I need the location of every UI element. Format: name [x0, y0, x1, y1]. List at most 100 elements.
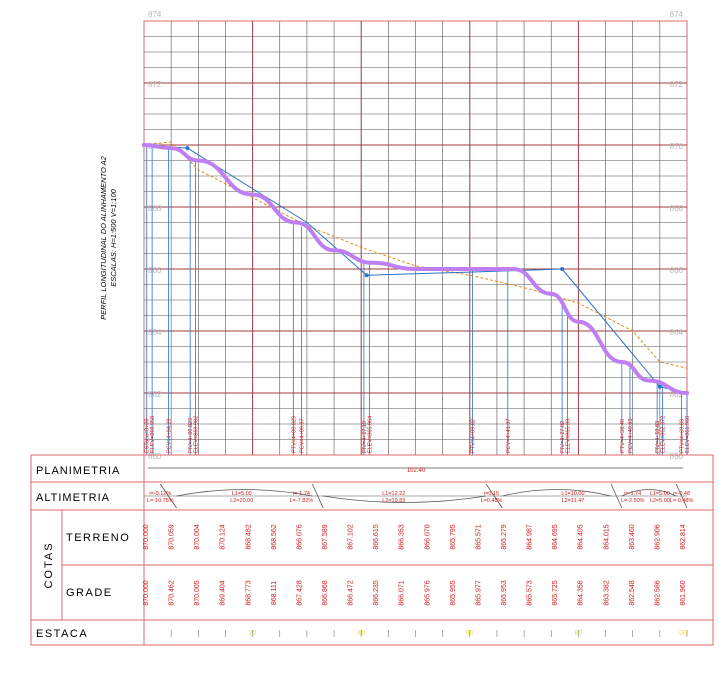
elevation-tick-label-left: 874 — [148, 10, 162, 19]
terreno-value: 868.562 — [271, 524, 278, 549]
tangent-point — [657, 384, 662, 389]
terreno-value: 864.015 — [603, 524, 610, 549]
terreno-value: 866.076 — [296, 524, 303, 549]
estaca-mark: 60 — [466, 630, 474, 637]
grade-value: 870.462 — [169, 580, 176, 605]
terreno-value: 866.070 — [424, 524, 431, 549]
station-label: PCV=4+41.07 — [506, 418, 512, 453]
terreno-value: 870.059 — [169, 524, 176, 549]
station-label: PTV=4+09.829 — [291, 416, 297, 453]
elevation-tick-label-left: 860 — [148, 452, 162, 461]
elevation-tick-label-left: 864 — [148, 328, 162, 337]
estaca-mark: 80 — [575, 630, 583, 637]
grade-value: 870.000 — [143, 580, 150, 605]
elevation-tick-label-right: 868 — [670, 204, 684, 213]
altimetria-value: i=-0.48 — [673, 491, 690, 497]
altimetria-value: L2=19.83 — [382, 498, 405, 504]
grade-value: 870.005 — [194, 580, 201, 605]
grade-value: 865.573 — [527, 580, 534, 605]
station-label: PCV=4+09.87 — [299, 418, 305, 453]
elevation-axis-right: 874 872 870 868 866 864 862 860 — [670, 10, 684, 461]
estaca-label: ESTACA — [36, 628, 88, 640]
tangent-line — [187, 147, 308, 223]
profile-title: PERFIL LONGITUDINAL DO ALINHAMENTO A2 — [99, 155, 108, 319]
grade-value: 866.472 — [348, 580, 355, 605]
altimetria-value: L1=10.00 — [561, 491, 584, 497]
terreno-value: 862.814 — [680, 524, 687, 549]
grade-value: 868.111 — [271, 581, 278, 605]
data-table: i=-0.12%L=-10.75%L1=5.00L2=20.00i=-1.74L… — [30, 454, 714, 646]
altimetria-value: i=-1.74 — [624, 491, 641, 497]
grade-value: 865.955 — [450, 580, 457, 605]
altimetria-value: L=-2.50% — [621, 498, 645, 504]
grade-value: 866.868 — [322, 580, 329, 605]
grade-value: 866.071 — [399, 580, 406, 605]
grade-label: GRADE — [66, 587, 113, 599]
tangent-point — [185, 146, 190, 151]
terreno-value: 868.482 — [245, 524, 252, 549]
altimetria-value: L=-7.82% — [290, 498, 314, 504]
grade-value: 867.428 — [296, 580, 303, 605]
station-label: ELEV=862.372 — [661, 416, 667, 453]
terrain-line — [143, 141, 688, 369]
altimetria-curve — [621, 489, 677, 497]
grade-value: 862.548 — [629, 580, 636, 605]
altimetria-value: L2=5.00 — [650, 498, 670, 504]
grade-value: 868.773 — [245, 580, 252, 605]
estaca-mark: 40 — [357, 630, 365, 637]
elevation-tick-label-left: 866 — [148, 266, 162, 275]
terreno-value: 864.987 — [527, 524, 534, 549]
terreno-value: 870.004 — [194, 524, 201, 549]
elevation-tick-label-right: 862 — [670, 390, 684, 399]
station-label: ELEV=869.982 — [194, 416, 200, 453]
altimetria-value: i=-0.12% — [149, 491, 171, 497]
station-label: PIV=4+59.83 — [655, 421, 661, 453]
terreno-value: 866.353 — [399, 524, 406, 549]
station-label: ELEV=861.960 — [685, 416, 691, 453]
altimetria-value: L1=5.00 — [650, 491, 670, 497]
tangent-point — [560, 267, 565, 271]
grade-value: 865.725 — [552, 580, 559, 605]
grade-value: 869.404 — [220, 580, 227, 605]
station-label: PIV=4+09.829 — [188, 418, 194, 453]
terreno-value: 870.000 — [143, 524, 150, 549]
grade-value: 866.235 — [373, 580, 380, 605]
altimetria-value: L1=12.22 — [382, 491, 405, 497]
terreno-value: 865.795 — [450, 524, 457, 549]
station-label: ELEV=865.864 — [367, 416, 373, 453]
altimetria-value: L=-10.75% — [147, 498, 174, 504]
station-label: PTV=4+69.83 — [680, 419, 686, 453]
terreno-value: 862.906 — [654, 524, 661, 549]
station-label: ELEV=869.958 — [150, 416, 156, 453]
station-label: PCV=4+04.29 — [166, 418, 172, 453]
terreno-value: 865.571 — [475, 524, 482, 549]
altimetria-curve — [502, 489, 612, 497]
planimetria-value: 102.40 — [407, 468, 426, 474]
tangent-point — [364, 273, 369, 278]
station-vertical-lines — [146, 145, 688, 455]
terreno-value: 867.102 — [348, 524, 355, 549]
terrain-line-group — [143, 141, 688, 369]
altimetria-curve — [323, 495, 487, 503]
terreno-value: 864.695 — [552, 524, 559, 549]
altimetria-tangent — [610, 483, 623, 509]
altimetria-value: L2=20.00 — [230, 498, 253, 504]
grade-value: 865.977 — [475, 580, 482, 605]
terreno-value: 864.405 — [578, 524, 585, 549]
station-label: PCV=4+49.83 — [628, 418, 634, 453]
altimetria-curve — [176, 489, 313, 497]
altimetria-tangent — [159, 483, 177, 509]
elevation-tick-label-right: 874 — [670, 10, 684, 19]
altimetria-value: i=0.15 — [484, 491, 499, 497]
altimetria-value: i=-1.74 — [293, 491, 310, 497]
station-label: ELEV=865.83 — [566, 419, 572, 453]
elevation-tick-label-left: 868 — [148, 204, 162, 213]
elevation-tick-label-right: 870 — [670, 142, 684, 151]
grade-line-group — [142, 143, 689, 395]
grade-value: 861.960 — [680, 580, 687, 605]
terreno-label: TERRENO — [66, 532, 130, 544]
tangent-line — [561, 268, 661, 388]
elevation-tick-label-right: 864 — [670, 328, 684, 337]
